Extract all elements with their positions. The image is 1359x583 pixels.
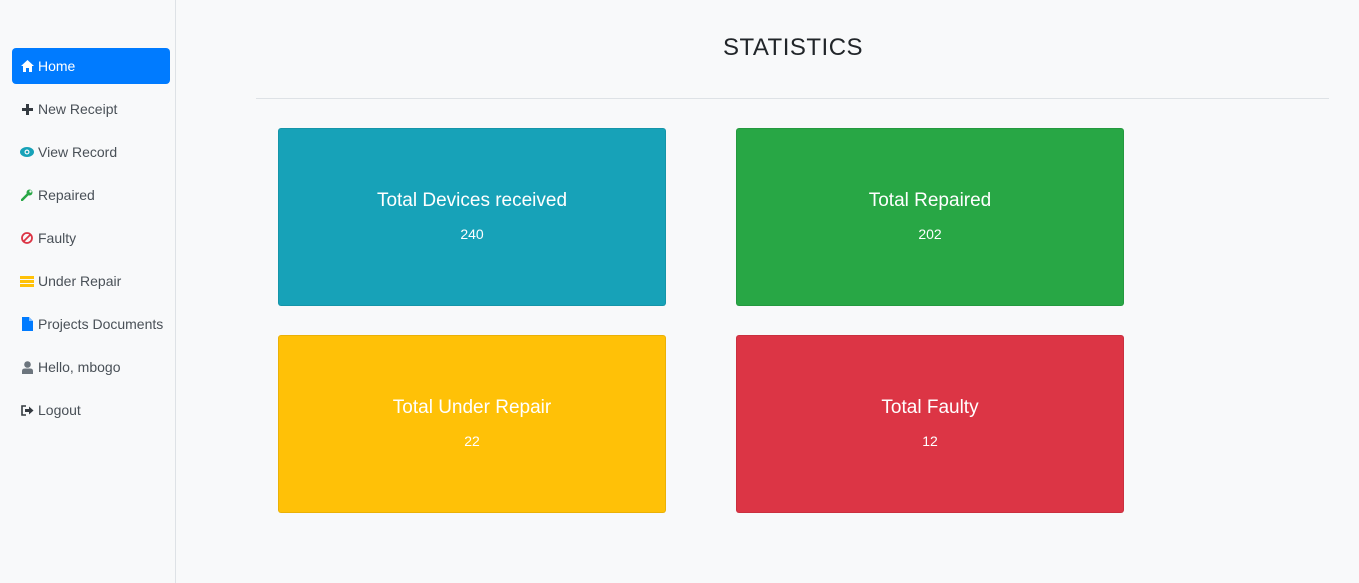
- eye-icon: [20, 145, 34, 159]
- list-icon: [20, 274, 34, 288]
- sidebar-item-label: Under Repair: [38, 273, 122, 289]
- sign-out-icon: [20, 403, 34, 417]
- sidebar-item-repaired[interactable]: Repaired: [12, 177, 170, 213]
- stat-card-total-faulty: Total Faulty 12: [736, 335, 1124, 513]
- stat-card-value: 12: [922, 433, 938, 449]
- file-icon: [20, 317, 34, 331]
- sidebar-item-home[interactable]: Home: [12, 48, 170, 84]
- wrench-icon: [20, 188, 34, 202]
- page-title: STATISTICS: [722, 34, 864, 61]
- user-icon: [20, 360, 34, 374]
- sidebar-item-label: Home: [38, 58, 76, 74]
- sidebar-item-projects-documents[interactable]: Projects Documents: [12, 306, 170, 342]
- sidebar-item-user[interactable]: Hello, mbogo: [12, 349, 170, 385]
- stat-card-title: Total Devices received: [376, 190, 568, 211]
- title-divider: [256, 98, 1329, 99]
- stat-card-title: Total Repaired: [868, 190, 992, 211]
- sidebar-item-label: Hello, mbogo: [38, 359, 121, 375]
- stat-card-title: Total Faulty: [881, 397, 979, 418]
- stat-card-title: Total Under Repair: [392, 397, 552, 418]
- stat-card-value: 240: [460, 226, 484, 242]
- sidebar-item-faulty[interactable]: Faulty: [12, 220, 170, 256]
- stat-card-value: 22: [464, 433, 480, 449]
- main-content: STATISTICS Total Devices received 240 To…: [177, 0, 1359, 583]
- sidebar-item-label: Logout: [38, 402, 81, 418]
- sidebar-item-label: Repaired: [38, 187, 95, 203]
- plus-icon: [20, 102, 34, 116]
- sidebar-item-label: Faulty: [38, 230, 77, 246]
- stat-card-total-devices: Total Devices received 240: [278, 128, 666, 306]
- sidebar-item-label: New Receipt: [38, 101, 118, 117]
- sidebar-item-logout[interactable]: Logout: [12, 392, 170, 428]
- sidebar-item-new-receipt[interactable]: New Receipt: [12, 91, 170, 127]
- sidebar-item-label: Projects Documents: [38, 316, 164, 332]
- ban-icon: [20, 231, 34, 245]
- home-icon: [20, 59, 34, 73]
- sidebar-item-view-record[interactable]: View Record: [12, 134, 170, 170]
- stat-card-total-under-repair: Total Under Repair 22: [278, 335, 666, 513]
- stat-card-value: 202: [918, 226, 942, 242]
- sidebar-item-label: View Record: [38, 144, 118, 160]
- sidebar: Home New Receipt View Record: [0, 0, 176, 583]
- stat-card-total-repaired: Total Repaired 202: [736, 128, 1124, 306]
- sidebar-item-under-repair[interactable]: Under Repair: [12, 263, 170, 299]
